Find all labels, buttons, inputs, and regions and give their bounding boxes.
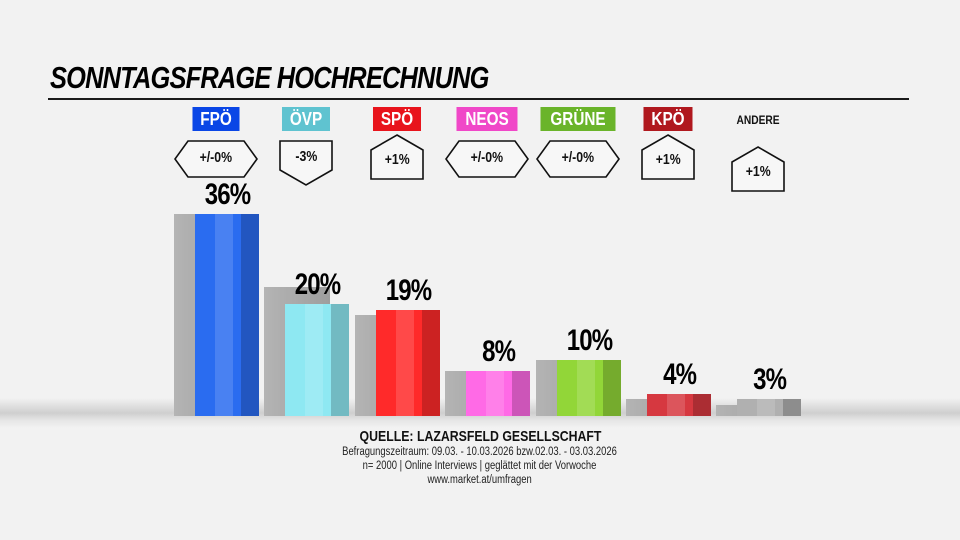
title-underline <box>48 98 909 100</box>
party-column: SPÖ +1% 19% <box>347 0 447 420</box>
party-column: NEOS +/-0% 8% <box>437 0 537 420</box>
party-label: FPÖ <box>192 107 240 131</box>
source-line: QUELLE: LAZARSFELD GESELLSCHAFT <box>359 428 601 445</box>
current-value-bar[interactable] <box>466 371 530 416</box>
change-indicator-hexagon-icon: +/-0% <box>174 140 258 178</box>
method-line: n= 2000 | Online Interviews | geglättet … <box>363 460 597 472</box>
party-label: NEOS <box>456 107 518 131</box>
party-column: FPÖ +/-0% 36% <box>166 0 266 420</box>
current-value-bar[interactable] <box>285 304 349 416</box>
current-value-bar[interactable] <box>195 214 259 416</box>
change-indicator-down-icon: -3% <box>279 140 333 186</box>
party-column: GRÜNE +/-0% 10% <box>528 0 628 420</box>
value-label: 20% <box>295 268 341 301</box>
change-indicator-up-icon: +1% <box>641 134 695 180</box>
value-label: 3% <box>753 363 787 397</box>
party-label: KPÖ <box>643 107 693 131</box>
party-column: KPÖ +1% 4% <box>618 0 718 420</box>
value-label: 10% <box>567 324 613 357</box>
change-indicator-up-icon: +1% <box>370 134 424 180</box>
url-line[interactable]: www.market.at/umfragen <box>427 474 533 486</box>
footer: QUELLE: LAZARSFELD GESELLSCHAFT Befragun… <box>0 428 960 487</box>
value-label: 4% <box>663 357 697 391</box>
value-label: 19% <box>386 273 432 307</box>
period-line: Befragungszeitraum: 09.03. - 10.03.2026 … <box>342 446 618 458</box>
change-indicator-hexagon-icon: +/-0% <box>445 140 529 178</box>
current-value-bar[interactable] <box>557 360 621 416</box>
party-label: SPÖ <box>372 107 422 131</box>
current-value-bar[interactable] <box>376 309 440 416</box>
page-title: SONNTAGSFRAGE HOCHRECHNUNG <box>50 60 489 95</box>
change-indicator-up-icon: +1% <box>731 146 785 192</box>
party-label: ÖVP <box>281 107 331 131</box>
value-label: 36% <box>205 178 251 212</box>
party-label: ANDERE <box>736 113 780 127</box>
value-label: 8% <box>482 335 516 369</box>
party-column: ÖVP -3% 20% <box>256 0 356 420</box>
current-value-bar[interactable] <box>647 393 711 416</box>
party-label: GRÜNE <box>540 107 616 131</box>
party-column: ANDERE +1% 3% <box>708 0 808 420</box>
change-indicator-hexagon-icon: +/-0% <box>536 140 620 178</box>
current-value-bar[interactable] <box>737 399 801 416</box>
